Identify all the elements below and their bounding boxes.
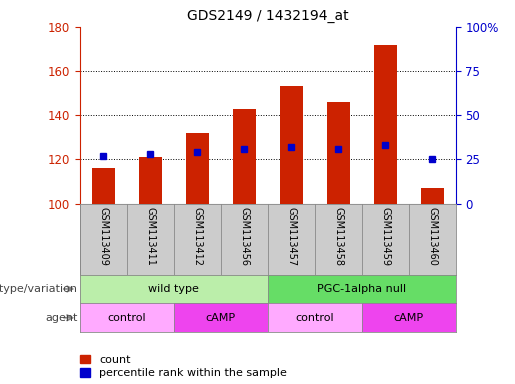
Bar bbox=[268, 303, 362, 332]
Bar bbox=[268, 275, 456, 303]
Legend: count, percentile rank within the sample: count, percentile rank within the sample bbox=[80, 355, 287, 379]
Bar bbox=[139, 157, 162, 204]
Text: control: control bbox=[108, 313, 146, 323]
Bar bbox=[233, 109, 256, 204]
Text: GSM113458: GSM113458 bbox=[333, 207, 344, 266]
Bar bbox=[421, 188, 444, 204]
Text: GSM113409: GSM113409 bbox=[98, 207, 108, 266]
Text: wild type: wild type bbox=[148, 284, 199, 294]
Text: control: control bbox=[296, 313, 334, 323]
Bar bbox=[327, 102, 350, 204]
Title: GDS2149 / 1432194_at: GDS2149 / 1432194_at bbox=[187, 9, 349, 23]
Text: GSM113460: GSM113460 bbox=[427, 207, 437, 266]
Bar bbox=[92, 168, 115, 204]
Text: GSM113456: GSM113456 bbox=[239, 207, 249, 266]
Bar bbox=[80, 275, 268, 303]
Text: GSM113459: GSM113459 bbox=[380, 207, 390, 266]
Bar bbox=[174, 303, 268, 332]
Text: cAMP: cAMP bbox=[206, 313, 236, 323]
Text: genotype/variation: genotype/variation bbox=[0, 284, 77, 294]
Text: GSM113412: GSM113412 bbox=[192, 207, 202, 266]
Text: GSM113457: GSM113457 bbox=[286, 207, 296, 266]
Text: PGC-1alpha null: PGC-1alpha null bbox=[317, 284, 406, 294]
Bar bbox=[373, 45, 397, 204]
Bar bbox=[280, 86, 303, 204]
Bar bbox=[80, 303, 174, 332]
Text: cAMP: cAMP bbox=[394, 313, 424, 323]
Text: GSM113411: GSM113411 bbox=[145, 207, 156, 266]
Text: agent: agent bbox=[45, 313, 77, 323]
Bar bbox=[362, 303, 456, 332]
Bar bbox=[185, 133, 209, 204]
